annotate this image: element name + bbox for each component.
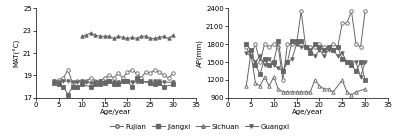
X-axis label: Age/year: Age/year [292,109,324,115]
Y-axis label: AP(mm): AP(mm) [196,39,203,67]
Legend: Fujian, Jiangxi, Sichuan, Guangxi: Fujian, Jiangxi, Sichuan, Guangxi [108,121,292,132]
X-axis label: Age/year: Age/year [100,109,132,115]
Y-axis label: MAT(°C): MAT(°C) [13,39,20,67]
